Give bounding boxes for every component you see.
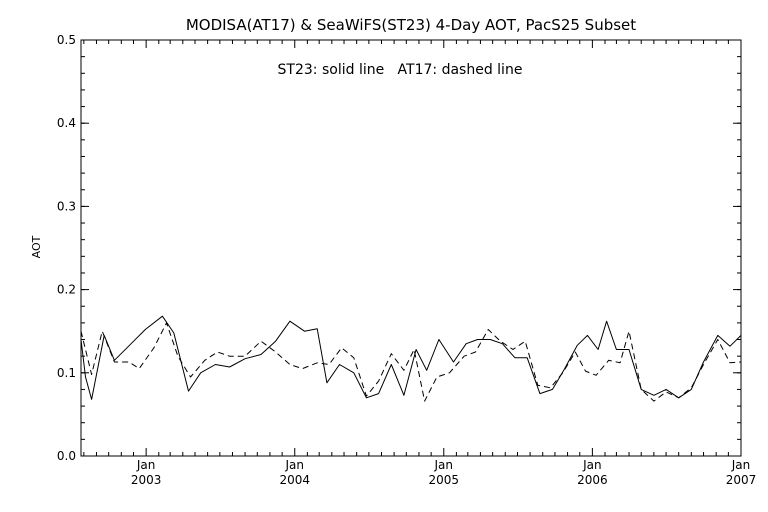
chart-title: MODISA(AT17) & SeaWiFS(ST23) 4-Day AOT, … xyxy=(186,16,636,34)
x-tick-year-label: 2003 xyxy=(131,473,162,487)
series-line-st23 xyxy=(80,315,742,400)
y-tick-label: 0.5 xyxy=(57,33,76,47)
y-tick-label: 0.3 xyxy=(57,199,76,213)
x-tick-month-label: Jan xyxy=(136,458,156,472)
y-axis-ticks: 0.0 0.1 0.2 0.3 0.4 0.5 xyxy=(57,33,741,463)
x-tick-month-label: Jan xyxy=(285,458,305,472)
line-style-annotation: ST23: solid line AT17: dashed line xyxy=(278,62,523,78)
y-tick-label: 0.1 xyxy=(57,366,76,380)
x-tick-month-label: Jan xyxy=(434,458,454,472)
x-tick-year-label: 2004 xyxy=(279,473,310,487)
plot-frame xyxy=(80,39,742,457)
series-line-at17 xyxy=(80,322,742,402)
x-tick-year-label: 2005 xyxy=(429,473,460,487)
y-tick-label: 0.0 xyxy=(57,449,76,463)
y-tick-label: 0.2 xyxy=(57,283,76,297)
x-tick-year-label: 2007 xyxy=(726,473,757,487)
series-layer xyxy=(80,315,742,402)
x-tick-month-label: Jan xyxy=(582,458,602,472)
y-tick-label: 0.4 xyxy=(57,116,76,130)
x-tick-year-label: 2006 xyxy=(577,473,608,487)
y-axis-label: AOT xyxy=(30,235,43,258)
x-tick-month-label: Jan xyxy=(731,458,751,472)
